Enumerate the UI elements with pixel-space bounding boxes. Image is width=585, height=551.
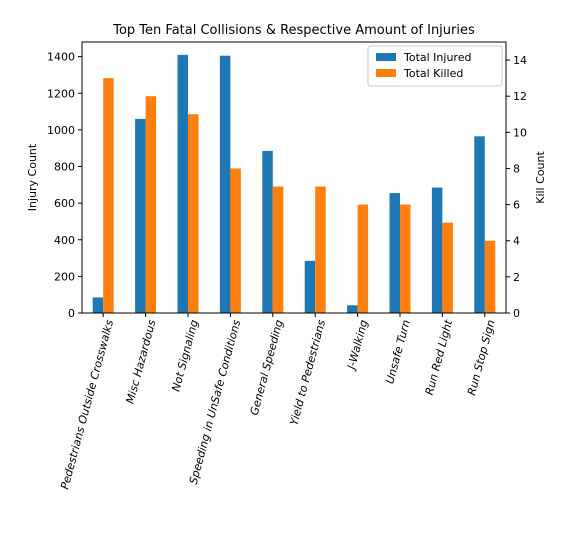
category-label: Misc Hazardous — [124, 318, 159, 405]
left-tick-label: 200 — [54, 270, 75, 283]
y-axis-label: Injury Count — [26, 143, 39, 211]
bar-total-injured — [389, 193, 400, 313]
bar-total-killed — [188, 114, 199, 314]
bar-total-injured — [431, 187, 443, 313]
left-tick-label: 1400 — [47, 51, 75, 64]
bar-total-killed — [484, 240, 496, 313]
right-tick-label: 14 — [513, 54, 527, 67]
bar-total-killed — [230, 168, 241, 313]
left-axis: 0 200 400 600 800 1000 1200 1400 — [47, 51, 82, 320]
x-axis: Pedestrians Outside Crosswalks Misc Hazar… — [58, 313, 498, 491]
category-label: Pedestrians Outside Crosswalks — [58, 318, 116, 491]
category-label: J-Walking — [344, 318, 370, 372]
right-tick-label: 10 — [513, 126, 527, 139]
bar-total-injured — [347, 305, 358, 313]
bar-total-injured — [92, 297, 104, 313]
bar-total-killed — [145, 96, 157, 313]
legend-label: Total Killed — [403, 67, 463, 80]
bar-total-killed — [272, 186, 284, 313]
category-label: Run Stop Sign — [465, 318, 498, 396]
y2-axis-label: Kill Count — [534, 151, 547, 204]
right-axis: 0 2 4 6 8 10 12 14 — [506, 54, 527, 320]
legend-swatch — [376, 69, 396, 77]
bar-total-killed — [315, 186, 326, 313]
right-tick-label: 4 — [513, 235, 520, 248]
category-label: Speeding in UnSafe Conditions — [187, 318, 244, 485]
left-tick-label: 600 — [54, 197, 75, 210]
right-tick-label: 0 — [513, 307, 520, 320]
chart-title: Top Ten Fatal Collisions & Respective Am… — [112, 23, 475, 38]
bar-total-injured — [474, 136, 485, 313]
right-tick-label: 6 — [513, 199, 520, 212]
category-label: Unsafe Turn — [383, 318, 413, 385]
bar-total-killed — [442, 222, 453, 313]
legend-box — [367, 45, 503, 87]
left-tick-label: 1000 — [47, 124, 75, 137]
left-tick-label: 400 — [54, 234, 75, 247]
right-tick-label: 2 — [513, 271, 520, 284]
bar-total-injured — [177, 54, 188, 313]
bar-total-killed — [103, 78, 114, 313]
bar-total-injured — [135, 118, 146, 314]
right-tick-label: 8 — [513, 162, 520, 175]
legend: Total Injured Total Killed — [367, 45, 503, 87]
left-tick-label: 800 — [54, 161, 75, 174]
left-tick-label: 1200 — [47, 87, 75, 100]
legend-swatch — [376, 53, 396, 61]
category-label: Not Signaling — [169, 318, 201, 392]
bar-total-killed — [400, 204, 411, 313]
category-label: Yield to Pedestrians — [287, 318, 328, 427]
right-tick-label: 12 — [513, 90, 527, 103]
category-label: General Speeding — [248, 318, 286, 416]
bars-group — [92, 54, 496, 314]
legend-label: Total Injured — [403, 51, 471, 64]
left-tick-label: 0 — [68, 307, 75, 320]
plot-frame — [81, 41, 507, 314]
bar-total-killed — [357, 204, 369, 313]
bar-total-injured — [262, 150, 273, 313]
category-label: Run Red Light — [423, 318, 456, 397]
bar-total-injured — [304, 260, 316, 313]
bar-total-injured — [219, 55, 231, 314]
